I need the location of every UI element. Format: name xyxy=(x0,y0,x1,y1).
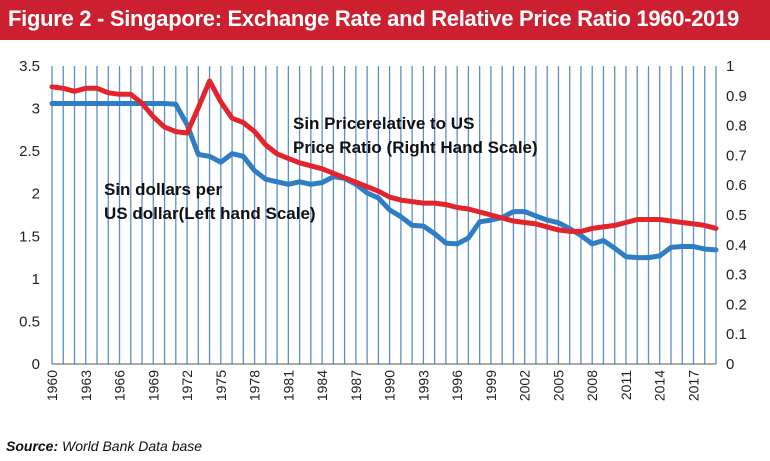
x-tick-label: 2005 xyxy=(550,370,566,401)
x-tick-label: 1993 xyxy=(415,370,431,401)
x-tick-label: 1987 xyxy=(348,370,364,401)
y-right-tick-label: 0.5 xyxy=(726,207,747,224)
x-tick-label: 1984 xyxy=(314,370,330,401)
y-right-tick-label: 0 xyxy=(726,356,734,373)
series-line-price-ratio xyxy=(49,78,719,234)
y-right-tick-label: 0.4 xyxy=(726,237,747,254)
y-left-tick-label: 3.5 xyxy=(19,58,40,75)
chart-title: Figure 2 - Singapore: Exchange Rate and … xyxy=(8,6,739,31)
series-label-price-ratio: Price Ratio (Right Hand Scale) xyxy=(293,138,538,157)
y-right-tick-label: 0.7 xyxy=(726,147,747,164)
y-left-tick-label: 1.5 xyxy=(19,228,40,245)
x-tick-label: 2011 xyxy=(618,370,634,400)
source-note: Source: World Bank Data base xyxy=(6,438,202,454)
y-left-tick-label: 2 xyxy=(32,186,40,203)
series-label-price-ratio: Sin Pricerelative to US xyxy=(293,114,474,133)
x-tick-label: 1975 xyxy=(213,370,229,401)
source-label: Source: xyxy=(6,438,59,454)
x-tick-label: 2008 xyxy=(584,370,600,401)
series-label-exchange-rate: US dollar(Left hand Scale) xyxy=(104,204,316,223)
x-tick-label: 1996 xyxy=(449,370,465,401)
x-tick-label: 1963 xyxy=(78,370,94,401)
x-tick-label: 1990 xyxy=(382,370,398,401)
x-tick-label: 2014 xyxy=(652,370,668,401)
y-left-tick-label: 0.5 xyxy=(19,313,40,330)
series-label-exchange-rate: Sin dollars per xyxy=(104,180,222,199)
x-tick-label: 1981 xyxy=(280,370,296,401)
source-text: World Bank Data base xyxy=(62,438,203,454)
x-tick-label: 1969 xyxy=(145,370,161,401)
x-tick-label: 2002 xyxy=(517,370,533,401)
y-left-tick-label: 1 xyxy=(32,271,40,288)
x-tick-label: 1999 xyxy=(483,370,499,401)
y-left-tick-label: 3 xyxy=(32,101,40,118)
x-tick-label: 1972 xyxy=(179,370,195,401)
series-line-exchange-rate xyxy=(49,101,719,261)
y-left-tick-label: 0 xyxy=(32,356,40,373)
y-right-tick-label: 0.6 xyxy=(726,177,747,194)
chart: 0 0.5 1 1.5 2 2.5 3 3.5 0 0.1 0.2 0.3 0.4 0.5 0.6 0.7 0.… xyxy=(19,58,747,401)
y-right-tick-label: 0.2 xyxy=(726,296,747,313)
y-right-tick-label: 0.8 xyxy=(726,118,747,135)
x-tick-label: 2017 xyxy=(685,370,701,401)
x-tick-label: 1960 xyxy=(44,370,60,401)
y-right-tick-label: 0.3 xyxy=(726,267,747,284)
x-tick-label: 1978 xyxy=(247,370,263,401)
y-left-tick-label: 2.5 xyxy=(19,143,40,160)
y-right-tick-label: 0.9 xyxy=(726,88,747,105)
title-bar: Figure 2 - Singapore: Exchange Rate and … xyxy=(0,0,770,40)
x-tick-label: 1966 xyxy=(112,370,128,401)
y-right-tick-label: 1 xyxy=(726,58,734,75)
y-right-tick-label: 0.1 xyxy=(726,326,747,343)
